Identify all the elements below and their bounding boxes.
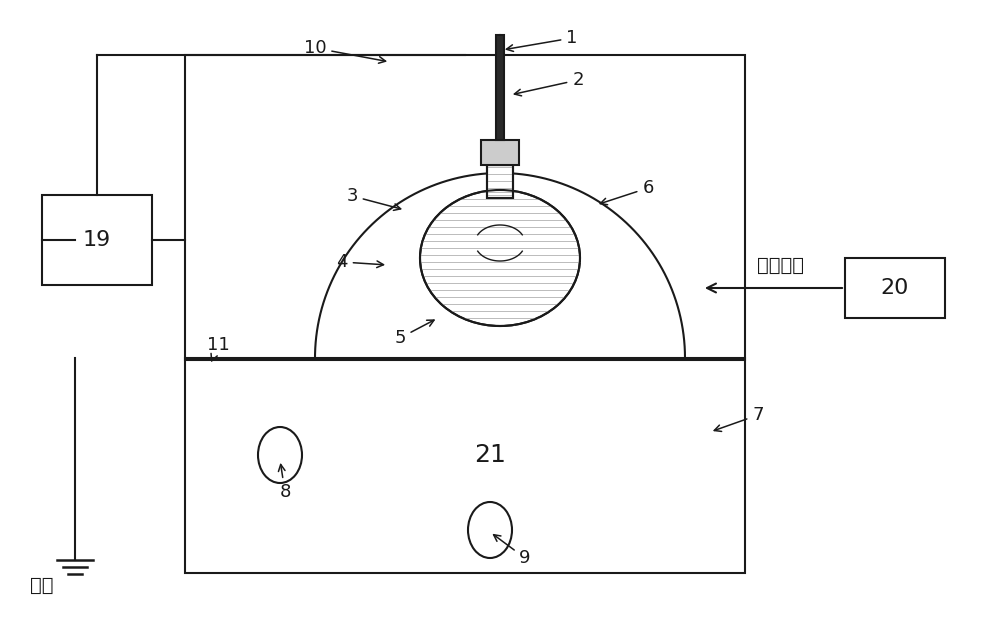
Text: 19: 19 xyxy=(83,230,111,250)
Text: 红外光线: 红外光线 xyxy=(757,256,804,275)
Bar xyxy=(481,140,519,165)
Text: 7: 7 xyxy=(714,406,764,432)
Bar xyxy=(845,258,945,318)
Text: 1: 1 xyxy=(506,29,578,52)
Bar xyxy=(496,35,504,140)
Bar xyxy=(487,165,513,198)
Text: 21: 21 xyxy=(474,443,506,467)
Text: 5: 5 xyxy=(394,320,434,347)
Text: 11: 11 xyxy=(207,336,229,361)
Text: 6: 6 xyxy=(600,179,654,205)
Text: 20: 20 xyxy=(881,278,909,298)
Ellipse shape xyxy=(420,190,580,326)
Ellipse shape xyxy=(258,427,302,483)
Text: 9: 9 xyxy=(494,535,531,567)
Bar xyxy=(42,195,152,285)
Bar xyxy=(185,358,745,573)
Bar xyxy=(185,55,745,360)
Text: 3: 3 xyxy=(346,187,401,210)
Text: 8: 8 xyxy=(278,464,291,501)
Text: 10: 10 xyxy=(304,39,386,63)
Text: 接地: 接地 xyxy=(30,575,54,595)
Ellipse shape xyxy=(468,502,512,558)
Text: 2: 2 xyxy=(514,71,584,96)
Bar xyxy=(487,165,513,198)
Text: 4: 4 xyxy=(336,253,384,271)
